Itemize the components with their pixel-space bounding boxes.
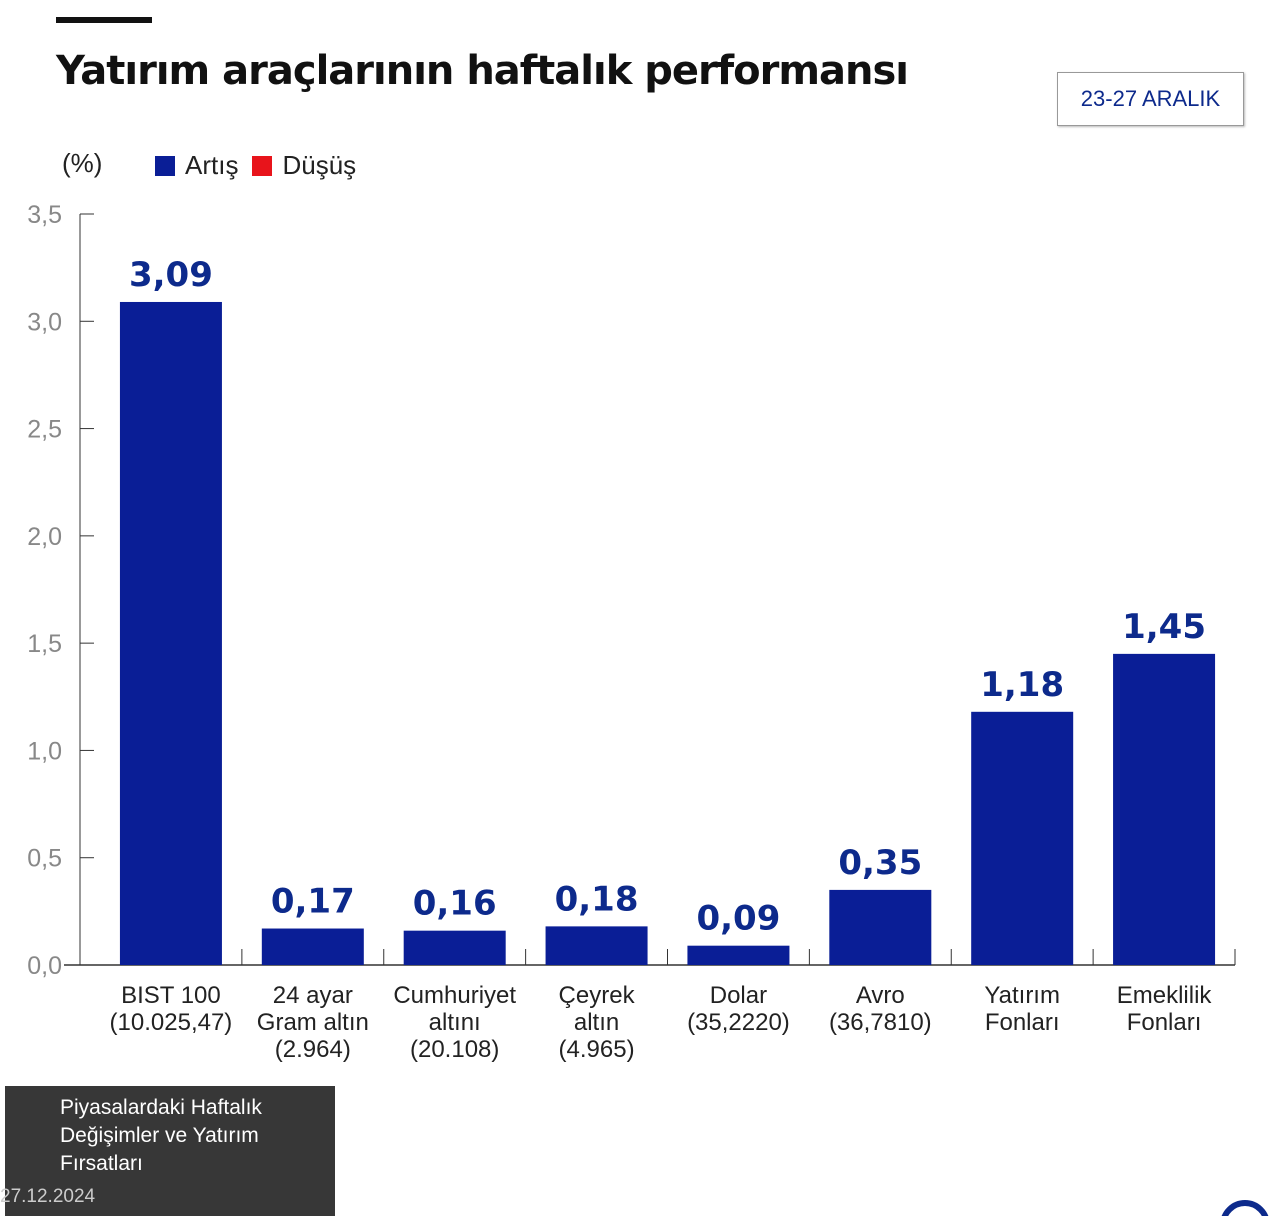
bar — [971, 711, 1074, 965]
category-label: (20.108) — [410, 1036, 499, 1063]
y-tick-label: 1,5 — [27, 630, 62, 658]
data-label: 0,09 — [696, 899, 780, 939]
y-tick-label: 2,0 — [27, 523, 62, 551]
y-tick-label: 3,5 — [27, 201, 62, 229]
legend: Artış Düşüş — [155, 150, 356, 181]
data-label: 0,17 — [271, 882, 355, 922]
data-label: 1,18 — [980, 665, 1064, 705]
category-label: Emeklilik — [1117, 982, 1213, 1009]
category-label: Dolar — [710, 982, 767, 1009]
data-label: 0,18 — [555, 879, 639, 919]
caption-title: Piyasalardaki Haftalık Değişimler ve Yat… — [60, 1096, 262, 1175]
category-label: (10.025,47) — [110, 1009, 233, 1036]
y-tick-label: 0,0 — [27, 952, 62, 980]
category-label: Fonları — [1127, 1009, 1202, 1036]
y-tick-label: 3,0 — [27, 308, 62, 336]
category-label: Yatırım — [984, 982, 1060, 1009]
legend-label-decrease: Düşüş — [282, 150, 357, 180]
y-tick-label: 1,0 — [27, 737, 62, 765]
unit-label: (%) — [62, 148, 103, 178]
data-label: 0,35 — [838, 843, 922, 883]
legend-swatch-increase — [155, 155, 175, 176]
category-label: (4.965) — [559, 1036, 635, 1063]
bar — [261, 928, 364, 965]
bar — [119, 301, 222, 966]
category-label: Avro — [856, 982, 905, 1009]
data-label: 3,09 — [129, 255, 213, 295]
bar — [687, 945, 790, 965]
y-tick-label: 2,5 — [27, 416, 62, 444]
legend-label-increase: Artış — [185, 150, 239, 180]
category-label: BIST 100 — [121, 982, 221, 1009]
category-label: Cumhuriyet — [393, 982, 516, 1009]
category-label: Çeyrek — [559, 982, 636, 1009]
y-tick-label: 0,5 — [27, 845, 62, 873]
aa-logo-icon — [1221, 1200, 1269, 1216]
category-label: 24 ayar — [273, 982, 353, 1009]
category-label: Fonları — [985, 1009, 1060, 1036]
data-label: 1,45 — [1122, 607, 1206, 647]
category-label: (2.964) — [275, 1036, 351, 1063]
bar — [545, 926, 648, 965]
legend-swatch-decrease — [252, 155, 273, 176]
category-label: (35,2220) — [687, 1009, 790, 1036]
title-accent-bar — [56, 17, 152, 23]
chart-title: Yatırım araçlarının haftalık performansı — [56, 48, 909, 94]
bar — [403, 930, 506, 965]
caption-date: 27.12.2024 — [0, 1186, 96, 1207]
caption-overlay: Piyasalardaki Haftalık Değişimler ve Yat… — [0, 1086, 335, 1216]
category-label: (36,7810) — [829, 1009, 932, 1036]
category-label: altını — [429, 1009, 481, 1036]
data-label: 0,16 — [413, 884, 497, 924]
category-label: Gram altın — [257, 1009, 369, 1036]
bar — [1113, 653, 1216, 965]
date-range-badge: 23-27 ARALIK — [1057, 72, 1244, 126]
category-label: altın — [574, 1009, 619, 1036]
bar — [829, 889, 932, 965]
